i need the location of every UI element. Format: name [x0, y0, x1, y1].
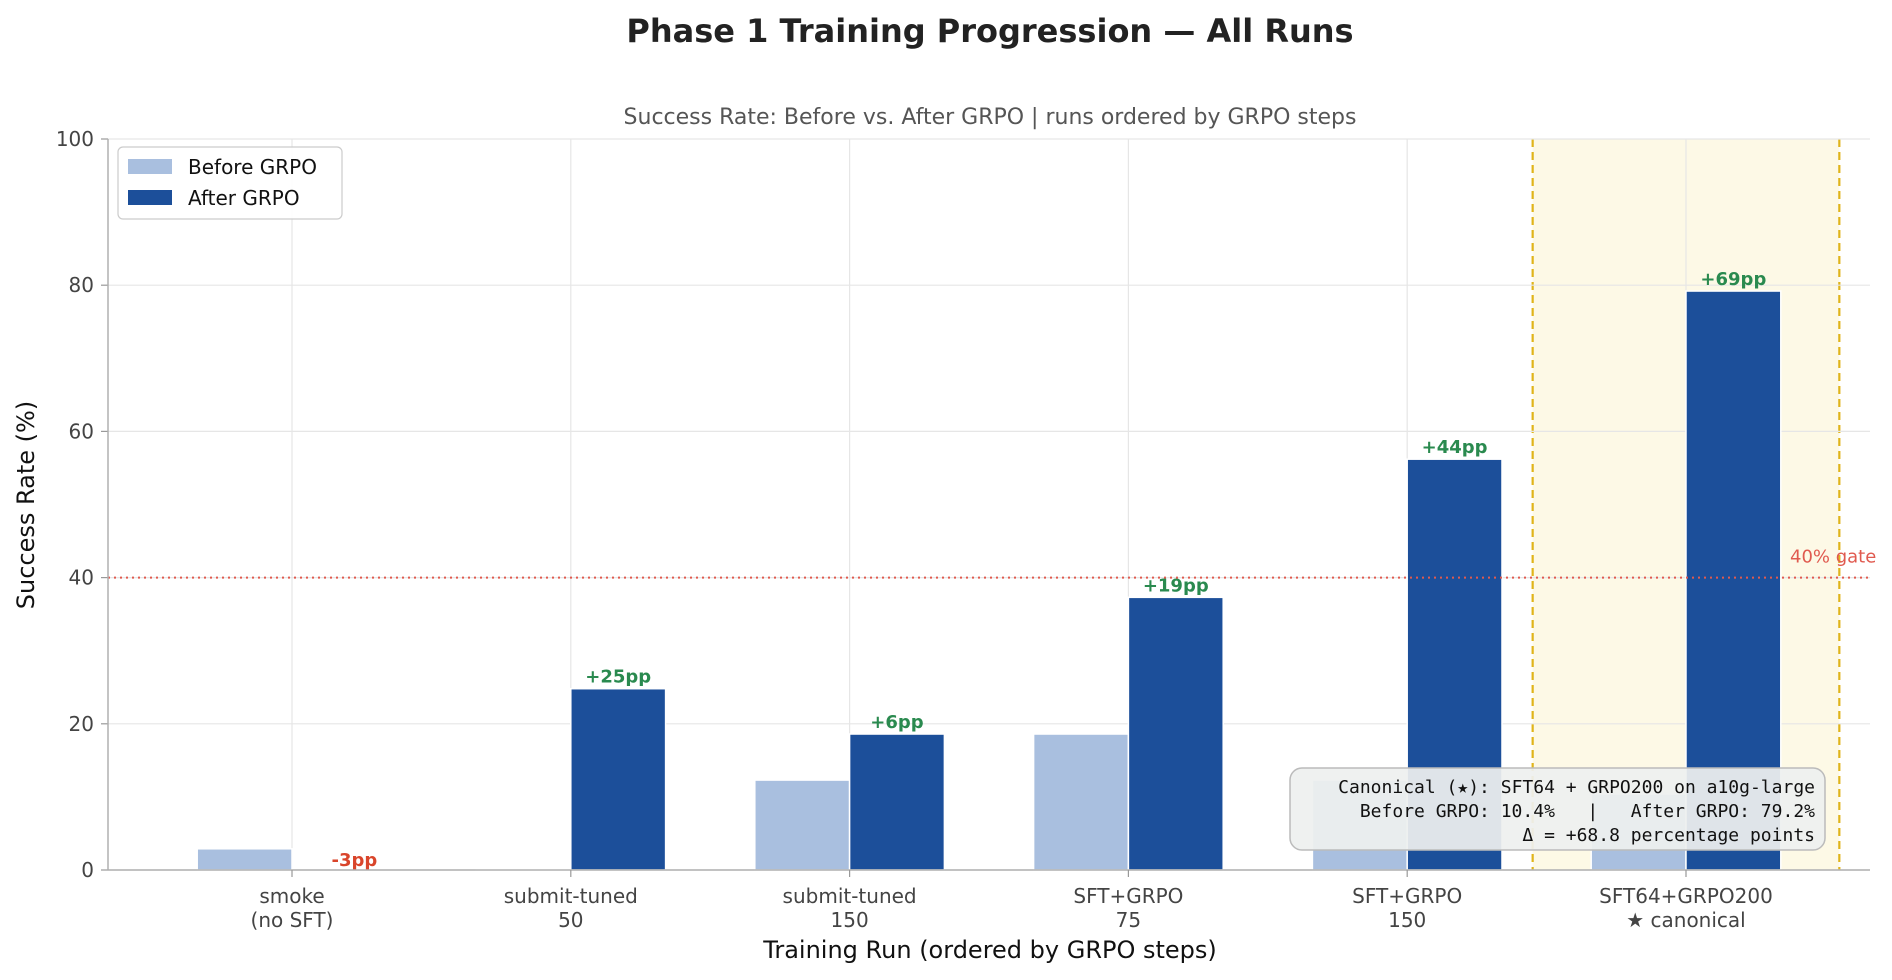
y-tick-label: 100 — [56, 127, 94, 151]
x-tick-label: SFT64+GRPO200 — [1599, 884, 1773, 908]
x-axis-label: Training Run (ordered by GRPO steps) — [762, 936, 1217, 964]
bar-after — [1127, 596, 1224, 871]
legend-swatch — [128, 159, 172, 174]
legend-box — [117, 146, 343, 220]
reference-line-label: 40% gate — [1790, 547, 1876, 568]
x-tick-label: ★ canonical — [1626, 908, 1746, 932]
x-tick-label: 75 — [1116, 908, 1141, 932]
annotation-text: Before GRPO: 10.4% | After GRPO: 79.2% — [1360, 801, 1815, 822]
legend-label: After GRPO — [188, 186, 300, 210]
y-axis-label: Success Rate (%) — [12, 401, 40, 609]
x-tick-label: smoke — [259, 884, 324, 908]
delta-label: +44pp — [1422, 437, 1488, 458]
plot-area: 0 20 40 60 80 100 -3pp +25pp +6pp +19pp +44pp +69pp… — [56, 127, 1877, 932]
annotation-text: Canonical (★): SFT64 + GRPO200 on a10g-l… — [1338, 777, 1815, 798]
bar-before — [196, 848, 293, 871]
x-tick-label: SFT+GRPO — [1352, 884, 1462, 908]
figure-title: Phase 1 Training Progression — All Runs — [626, 12, 1353, 50]
delta-label: +6pp — [870, 712, 923, 733]
annotation-text: Δ = +68.8 percentage points — [1522, 825, 1815, 846]
x-tick-label: 150 — [831, 908, 869, 932]
bar-before — [1032, 733, 1130, 871]
bar-before — [754, 779, 851, 871]
y-tick-label: 80 — [69, 273, 94, 297]
x-tick-label: submit-tuned — [504, 884, 638, 908]
y-tick-label: 0 — [81, 858, 94, 882]
y-tick-label: 20 — [69, 712, 94, 736]
annotation-box — [1289, 767, 1826, 851]
delta-label: +25pp — [585, 667, 651, 688]
legend-label: Before GRPO — [188, 155, 317, 179]
bar-after — [570, 687, 667, 871]
x-tick-label: 150 — [1388, 908, 1426, 932]
bar-after — [848, 733, 946, 871]
delta-label: -3pp — [332, 850, 378, 871]
chart-title: Success Rate: Before vs. After GRPO | ru… — [624, 105, 1357, 130]
x-tick-label: SFT+GRPO — [1073, 884, 1183, 908]
delta-label: +69pp — [1700, 269, 1766, 290]
legend-swatch — [128, 190, 172, 205]
x-tick-label: submit-tuned — [783, 884, 917, 908]
y-tick-label: 40 — [69, 566, 94, 590]
x-tick-label: 50 — [558, 908, 583, 932]
delta-label: +19pp — [1143, 575, 1209, 596]
x-tick-label: (no SFT) — [251, 908, 334, 932]
y-tick-label: 60 — [69, 419, 94, 443]
